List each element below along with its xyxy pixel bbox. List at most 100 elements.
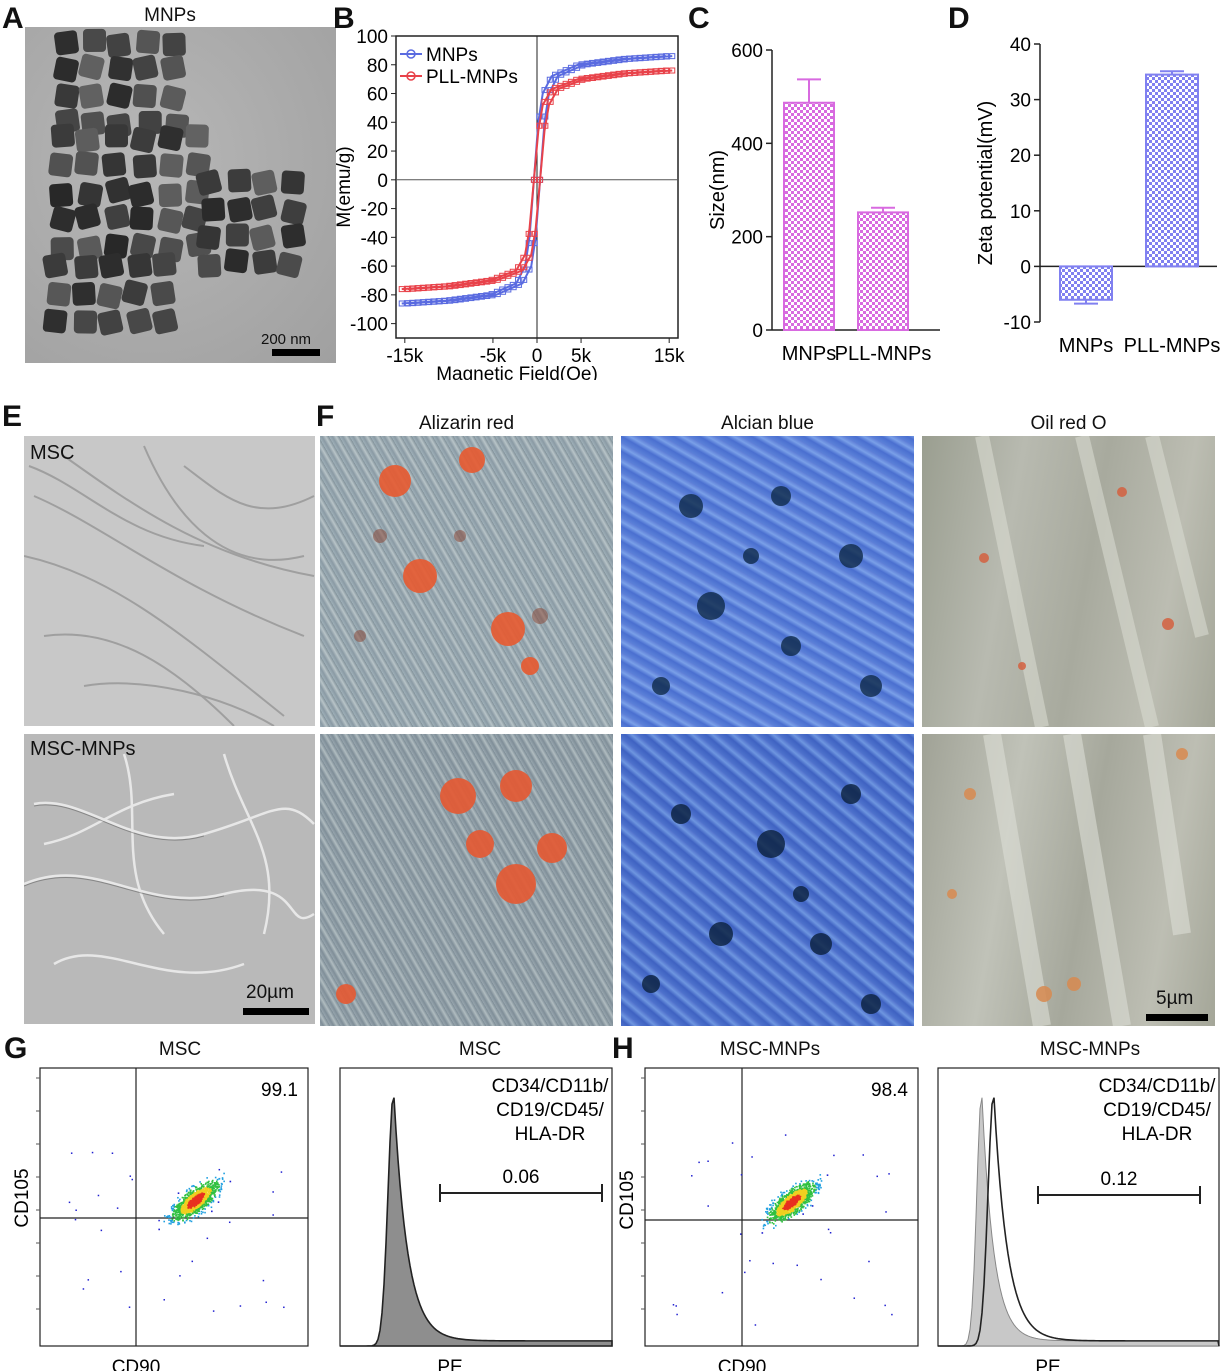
dot-frame — [39, 1067, 309, 1347]
event-dot — [803, 1188, 805, 1191]
event-dot — [206, 1198, 208, 1200]
event-dot — [163, 1215, 166, 1217]
event-dot — [804, 1202, 806, 1205]
event-dot — [798, 1209, 801, 1212]
nanoparticle — [106, 32, 132, 58]
data-point — [547, 98, 554, 105]
event-dot — [172, 1221, 175, 1224]
msc-mnps-label: MSC-MNPs — [30, 738, 136, 760]
event-dot — [200, 1193, 202, 1195]
bar-PLL-MNPs — [1145, 73, 1199, 268]
event-dot — [786, 1196, 789, 1199]
event-dot — [808, 1196, 811, 1199]
event-dot — [809, 1198, 811, 1201]
event-dot — [219, 1190, 222, 1193]
event-dot — [193, 1198, 196, 1201]
event-dot — [798, 1211, 801, 1214]
event-dot — [721, 1291, 724, 1294]
event-dot — [171, 1218, 174, 1220]
y-tick-label: -60 — [361, 257, 388, 278]
event-dot — [175, 1210, 177, 1213]
event-dot — [773, 1219, 776, 1221]
event-dot — [885, 1211, 887, 1213]
event-dot — [794, 1207, 797, 1209]
event-dot — [766, 1212, 768, 1214]
event-dot — [214, 1176, 217, 1179]
event-dot — [195, 1192, 197, 1194]
event-dot — [786, 1200, 788, 1203]
nanoparticle — [130, 127, 157, 154]
event-dot — [111, 1152, 114, 1155]
event-dot — [802, 1198, 805, 1201]
panel-label-f: F — [316, 400, 335, 433]
event-dot — [182, 1206, 185, 1208]
event-dot — [181, 1210, 183, 1213]
event-dot — [802, 1202, 804, 1204]
data-point — [536, 122, 543, 129]
event-dot — [777, 1214, 780, 1217]
event-dot — [804, 1198, 807, 1201]
dot-x-label: CD90 — [112, 1357, 161, 1371]
y-tick-label: -40 — [361, 228, 388, 249]
event-dot — [792, 1203, 795, 1205]
nanoparticle — [280, 223, 306, 249]
event-dot — [790, 1216, 793, 1218]
event-dot — [216, 1182, 219, 1184]
event-dot — [221, 1183, 223, 1186]
event-dot — [187, 1216, 189, 1219]
event-dot — [811, 1187, 813, 1190]
scale-label-f: 5µm — [1156, 988, 1194, 1009]
event-dot — [804, 1186, 806, 1189]
event-dot — [198, 1200, 200, 1203]
event-dot — [209, 1183, 211, 1185]
nanoparticle — [227, 168, 252, 193]
nanoparticle — [97, 309, 124, 336]
event-dot — [200, 1195, 202, 1198]
event-dot — [807, 1199, 810, 1202]
event-dot — [201, 1204, 204, 1207]
event-dot — [193, 1205, 196, 1208]
nanoparticle — [46, 281, 72, 307]
event-dot — [212, 1184, 214, 1187]
event-dot — [172, 1204, 174, 1207]
event-dot — [797, 1205, 800, 1207]
event-dot — [796, 1213, 799, 1216]
event-dot — [202, 1188, 205, 1191]
event-dot — [173, 1210, 175, 1213]
event-dot — [788, 1218, 790, 1220]
event-dot — [792, 1208, 794, 1211]
event-dot — [814, 1186, 816, 1188]
event-dot — [216, 1178, 219, 1181]
event-dot — [192, 1212, 194, 1215]
event-dot — [774, 1207, 777, 1209]
event-dot — [798, 1184, 801, 1187]
event-dot — [189, 1189, 192, 1192]
y-tick-label: 400 — [731, 134, 763, 155]
event-dot — [808, 1179, 811, 1182]
event-dot — [805, 1186, 808, 1188]
marker-label: HLA-DR — [1122, 1124, 1193, 1145]
event-dot — [174, 1210, 176, 1212]
event-dot — [185, 1190, 188, 1193]
event-dot — [179, 1198, 181, 1201]
event-dot — [806, 1198, 808, 1200]
event-dot — [804, 1200, 807, 1203]
event-dot — [811, 1180, 813, 1182]
event-dot — [196, 1199, 199, 1202]
event-dot — [191, 1208, 194, 1211]
event-dot — [891, 1313, 893, 1316]
event-dot — [868, 1260, 870, 1263]
nanoparticle — [101, 152, 127, 177]
event-dot — [790, 1203, 793, 1206]
event-dot — [784, 1216, 787, 1218]
event-dot — [672, 1304, 675, 1306]
event-dot — [788, 1205, 791, 1208]
event-dot — [782, 1199, 785, 1201]
event-dot — [187, 1213, 189, 1216]
event-dot — [814, 1182, 817, 1185]
h-hist-title: MSC-MNPs — [1039, 1039, 1141, 1060]
event-dot — [178, 1215, 180, 1218]
event-dot — [815, 1186, 818, 1189]
event-dot — [771, 1209, 774, 1211]
event-dot — [179, 1205, 182, 1207]
